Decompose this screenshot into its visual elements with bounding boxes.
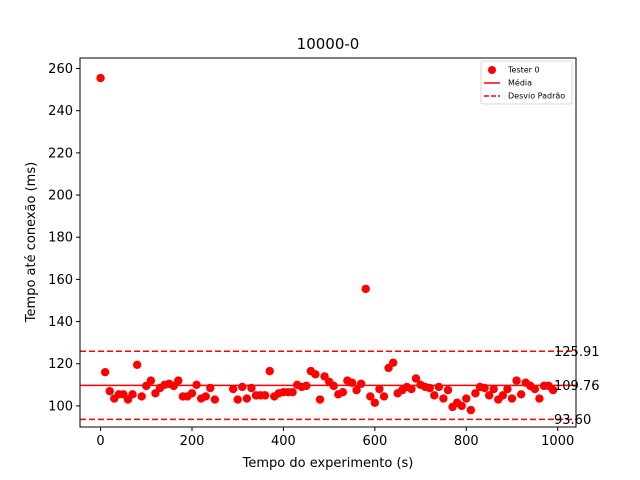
y-tick-label: 180 [48,231,73,246]
data-point [489,384,498,394]
data-point [146,376,156,385]
data-point [228,384,238,394]
x-tick-label: 0 [96,434,104,449]
data-point [105,386,114,396]
data-point [516,390,526,399]
legend-label-tester: Tester 0 [507,66,540,75]
data-point [379,392,389,401]
data-point [366,392,375,401]
data-point [530,384,540,394]
data-point [356,379,366,388]
legend-label-std: Desvio Padrão [508,92,565,101]
legend-marker-tester [488,66,496,74]
data-point [370,398,380,407]
data-point [462,394,471,403]
data-point [201,392,210,401]
std-upper-label: 125.91 [554,345,600,360]
data-point [361,284,370,294]
data-point [247,383,256,393]
data-point [507,394,517,403]
x-tick-label: 200 [180,434,205,449]
data-point [302,381,311,391]
data-point [443,385,453,395]
data-point [100,367,110,377]
data-point [311,370,320,379]
data-point [480,383,489,393]
axes: 0 200 400 600 800 1000 100 120 140 160 180 200 220 24… [48,62,574,449]
data-point [210,395,220,404]
data-point [352,385,361,395]
legend: Tester 0 Média Desvio Padrão [480,60,573,105]
data-point [411,374,421,383]
y-tick-label: 160 [48,273,73,288]
x-tick-label: 600 [362,434,387,449]
y-tick-label: 240 [48,104,73,119]
data-point [512,376,521,385]
x-tick-label: 400 [271,434,296,449]
data-point [430,391,439,400]
plot-frame [79,57,577,428]
chart-title: 10000-0 [297,35,360,53]
data-point [503,384,512,394]
data-point [434,382,444,392]
y-tick-label: 100 [48,399,73,414]
legend-label-mean: Média [508,78,532,88]
data-point [137,392,146,401]
plot-area [80,73,576,421]
data-point [407,384,416,394]
data-point [439,394,448,403]
data-point [174,376,183,385]
y-tick-label: 200 [48,189,73,204]
y-tick-label: 260 [48,62,73,77]
data-point [187,389,197,398]
data-point [471,389,480,398]
data-point [329,381,338,391]
data-point [315,395,325,404]
data-point [457,401,466,411]
x-axis-label: Tempo do experimento (s) [242,456,414,471]
data-point [260,391,270,400]
data-point [388,358,398,367]
data-point [96,73,105,83]
data-point [466,405,476,415]
std-lower-label: 93.60 [554,413,591,428]
x-tick-label: 1000 [541,434,574,449]
data-point [548,385,558,395]
x-tick-label: 800 [454,434,479,449]
data-point [238,382,247,392]
data-point [535,394,544,403]
data-point [288,388,297,397]
y-tick-label: 220 [48,146,73,161]
data-point [206,383,215,393]
y-axis-label: Tempo até conexão (ms) [24,162,39,323]
data-point [498,391,508,400]
data-point [192,380,201,390]
data-point [128,390,137,399]
data-point [233,395,242,404]
data-point [347,378,357,387]
data-point [484,391,494,400]
data-point [242,394,252,403]
data-point [338,388,348,397]
data-point [425,383,434,393]
y-tick-label: 140 [48,315,73,330]
data-point [132,360,142,369]
y-tick-label: 120 [48,357,73,372]
data-point [375,384,384,394]
mean-label: 109.76 [554,379,600,394]
data-point [265,366,274,376]
legend-box [480,60,573,105]
